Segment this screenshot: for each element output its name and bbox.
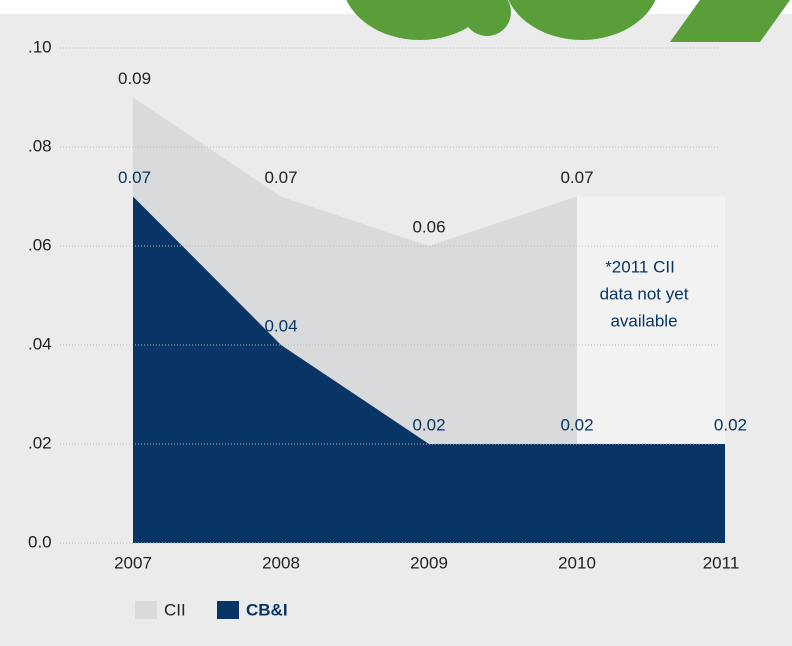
annotation: *2011 CII [605, 257, 675, 276]
y-tick-label: .04 [28, 334, 52, 353]
x-tick-label: 2010 [558, 553, 596, 572]
x-tick-label: 2009 [410, 553, 448, 572]
y-tick-label: 0.0 [28, 532, 52, 551]
legend-label: CB&I [246, 600, 288, 619]
value-label: 0.06 [412, 217, 445, 236]
y-tick-label: .02 [28, 433, 52, 452]
value-label: 0.02 [412, 415, 445, 434]
value-label: 0.09 [118, 69, 151, 88]
value-label: 0.02 [714, 415, 747, 434]
value-label: 0.02 [560, 415, 593, 434]
value-label: 0.04 [264, 316, 297, 335]
y-tick-label: .10 [28, 37, 52, 56]
x-tick-label: 2007 [114, 553, 152, 572]
legend-swatch [135, 601, 157, 619]
x-tick-label: 2011 [703, 553, 740, 572]
annotation: data not yet [600, 284, 689, 303]
annotation: available [610, 311, 677, 330]
area [133, 196, 725, 543]
legend-label: CII [164, 600, 186, 619]
value-label: 0.07 [118, 168, 151, 187]
legend-swatch [217, 601, 239, 619]
decoration [346, 0, 790, 42]
y-tick-label: .08 [28, 136, 52, 155]
value-label: 0.07 [264, 168, 297, 187]
x-tick-label: 2008 [262, 553, 300, 572]
y-tick-label: .06 [28, 235, 52, 254]
value-label: 0.07 [560, 168, 593, 187]
